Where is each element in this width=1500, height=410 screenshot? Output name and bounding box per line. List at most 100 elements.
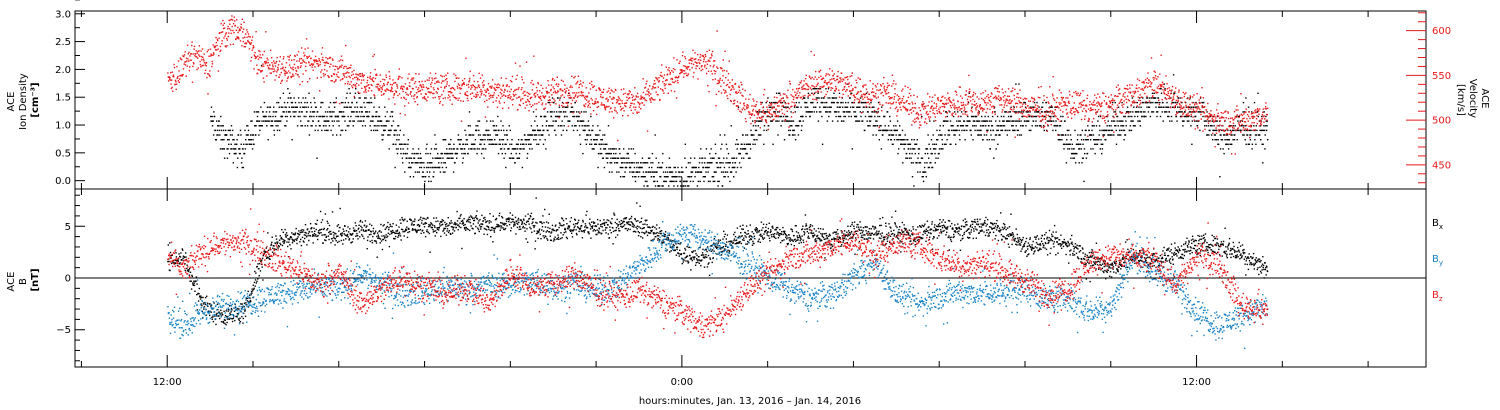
density-point <box>472 134 475 136</box>
velocity-point <box>452 87 455 90</box>
density-point <box>1011 120 1014 122</box>
density-point <box>1111 129 1114 132</box>
density-point <box>531 134 534 136</box>
density-point <box>986 129 988 132</box>
velocity-point <box>420 93 422 95</box>
density-point <box>1162 120 1164 122</box>
density-point <box>1214 134 1217 136</box>
density-point <box>848 115 850 118</box>
velocity-point <box>619 99 621 101</box>
density-point <box>495 125 498 127</box>
density-point <box>285 125 287 127</box>
velocity-point <box>171 86 173 89</box>
velocity-point <box>442 90 445 92</box>
velocity-point <box>303 52 305 54</box>
velocity-point <box>715 70 717 73</box>
density-point <box>896 139 898 141</box>
density-point <box>289 111 291 113</box>
velocity-point <box>719 79 721 81</box>
density-point <box>272 111 275 113</box>
density-point <box>566 115 568 118</box>
density-point <box>342 101 344 104</box>
velocity-point <box>589 82 591 84</box>
density-point <box>487 139 489 141</box>
velocity-point <box>393 94 395 96</box>
density-point <box>802 120 804 122</box>
density-point <box>553 111 555 113</box>
density-point <box>275 120 277 122</box>
velocity-point <box>333 73 336 76</box>
density-point <box>413 152 415 155</box>
density-point <box>909 152 911 155</box>
density-point <box>958 129 960 132</box>
velocity-point <box>321 59 323 61</box>
density-point <box>354 106 356 108</box>
velocity-point <box>690 62 693 65</box>
density-point <box>440 162 443 164</box>
velocity-point <box>617 139 619 142</box>
density-point <box>374 125 376 127</box>
velocity-point <box>564 92 567 94</box>
density-point <box>905 157 907 159</box>
density-point <box>1012 120 1015 122</box>
density-point <box>232 162 234 164</box>
velocity-point <box>254 55 256 57</box>
density-point <box>376 111 378 113</box>
velocity-point <box>197 67 199 69</box>
velocity-point <box>349 67 352 69</box>
density-point <box>409 176 411 178</box>
density-point <box>644 176 646 178</box>
velocity-point <box>175 88 177 90</box>
velocity-point <box>531 89 534 91</box>
density-point <box>327 129 329 132</box>
density-point <box>964 139 966 141</box>
velocity-point <box>488 95 491 97</box>
density-point <box>863 106 865 108</box>
velocity-point <box>568 92 571 94</box>
density-point <box>843 120 845 122</box>
density-point <box>905 152 908 155</box>
velocity-point <box>386 88 389 91</box>
velocity-point <box>683 65 685 67</box>
density-point <box>909 143 912 145</box>
density-point <box>1035 115 1037 118</box>
velocity-point <box>307 47 309 49</box>
velocity-point <box>411 95 413 97</box>
velocity-tick-label: 500 <box>1432 116 1451 127</box>
velocity-point <box>770 102 772 105</box>
density-point <box>632 148 635 150</box>
velocity-point <box>287 76 289 78</box>
density-point <box>1113 134 1115 136</box>
density-point <box>1070 152 1073 155</box>
density-point <box>776 101 778 104</box>
density-point <box>679 180 682 183</box>
velocity-point <box>199 63 202 66</box>
density-point <box>1036 125 1038 127</box>
density-point <box>916 139 918 141</box>
velocity-point <box>600 104 602 106</box>
velocity-point <box>547 80 549 82</box>
velocity-point <box>275 60 278 63</box>
density-point <box>816 111 818 113</box>
density-point <box>439 157 441 159</box>
density-point <box>1150 97 1153 99</box>
density-point <box>638 171 641 173</box>
velocity-point <box>527 92 530 95</box>
density-point <box>710 148 712 150</box>
velocity-point <box>526 98 529 101</box>
velocity-point <box>513 95 515 97</box>
density-point <box>481 148 483 150</box>
velocity-point <box>312 64 314 66</box>
velocity-point <box>569 96 572 98</box>
density-point <box>898 134 901 136</box>
velocity-point <box>813 78 815 80</box>
velocity-point <box>744 118 747 120</box>
density-point <box>1147 97 1149 99</box>
density-point <box>550 111 552 113</box>
density-point <box>409 157 411 159</box>
velocity-point <box>352 78 354 80</box>
density-point <box>300 120 302 122</box>
density-point <box>475 125 477 127</box>
density-point <box>323 120 325 122</box>
density-point <box>768 115 770 118</box>
